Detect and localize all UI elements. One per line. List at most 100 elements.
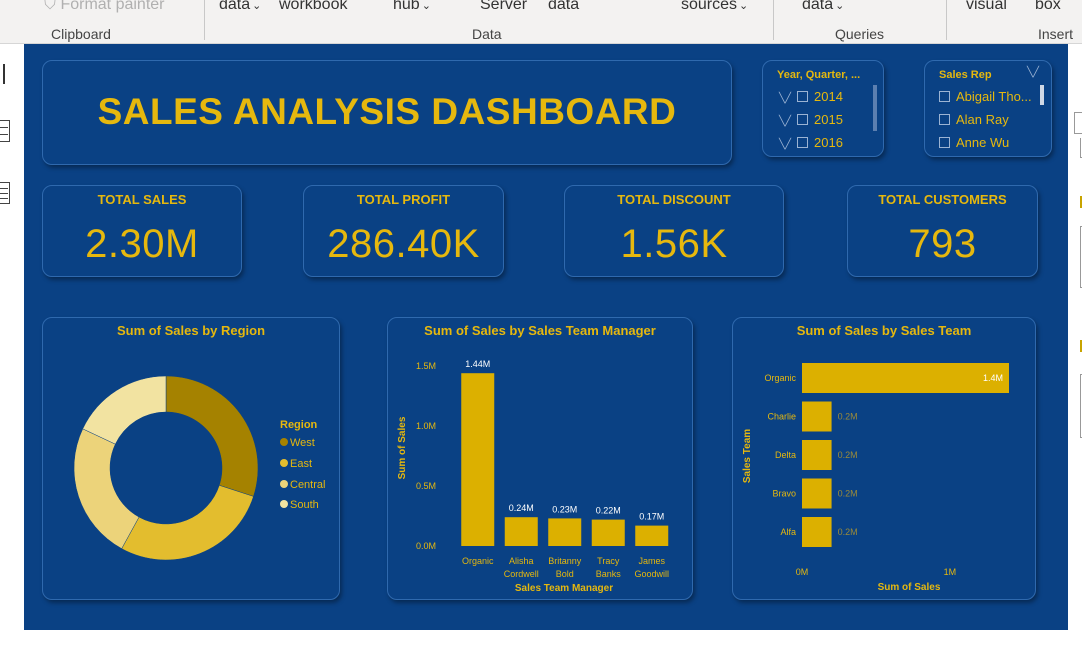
transform-data-button[interactable]: data ⌄	[802, 0, 845, 13]
recent-sources-button[interactable]: sources ⌄	[681, 0, 749, 13]
report-canvas: SALES ANALYSIS DASHBOARD Year, Quarter, …	[24, 44, 1068, 630]
x-tick-label: Banks	[596, 569, 622, 579]
year-slicer-header: Year, Quarter, ...	[777, 69, 861, 81]
enter-data-button[interactable]: data	[548, 0, 580, 13]
chart-title: Sum of Sales by Sales Team	[796, 323, 972, 338]
donut-slice-west	[165, 375, 259, 497]
year-slicer-item[interactable]: ╲╱ 2014	[779, 89, 843, 104]
y-tick-label: 0.0M	[416, 541, 436, 551]
data-hub-button[interactable]: hub ⌄	[393, 0, 431, 13]
checkbox[interactable]	[939, 91, 950, 102]
legend-dot	[280, 500, 288, 508]
excel-workbook-button[interactable]: workbook	[279, 0, 348, 13]
kpi-total-sales[interactable]: TOTAL SALES 2.30M	[42, 185, 242, 277]
x-tick-label: Cordwell	[504, 569, 539, 579]
pane-marker	[1080, 340, 1082, 352]
new-visual-button[interactable]: visual	[966, 0, 1007, 13]
chevron-down-icon[interactable]: ╲╱	[779, 139, 792, 150]
sql-server-button[interactable]: Server	[480, 0, 528, 13]
table-view-icon[interactable]	[0, 120, 10, 142]
chevron-down-icon: ⌄	[835, 0, 845, 12]
x-tick-label: Goodwill	[634, 569, 669, 579]
title-card[interactable]: SALES ANALYSIS DASHBOARD	[42, 60, 732, 165]
x-tick-label: Alisha	[509, 556, 534, 566]
data-label: 0.22M	[596, 506, 621, 516]
x-tick-label: Britanny	[548, 556, 582, 566]
donut-slice-central	[73, 428, 140, 549]
model-view-icon[interactable]	[0, 182, 10, 204]
x-tick-label: Bold	[556, 569, 574, 579]
manager-column-chart[interactable]: Sum of Sales by Sales Team Manager 0.0M 0…	[387, 317, 693, 600]
data-label: 0.24M	[509, 503, 534, 513]
kpi-label: TOTAL SALES	[97, 192, 187, 207]
bar-0	[802, 363, 1009, 393]
chart-title: Sum of Sales by Sales Team Manager	[424, 323, 656, 338]
kpi-label: TOTAL CUSTOMERS	[878, 192, 1007, 207]
text-box-button[interactable]: box	[1035, 0, 1061, 13]
chevron-down-icon[interactable]: ╲╱	[1027, 67, 1040, 78]
legend-item-west[interactable]: West	[280, 437, 315, 449]
sales-rep-slicer[interactable]: Sales Rep ╲╱ Abigail Tho... Alan Ray Ann…	[924, 60, 1052, 157]
queries-group-label: Queries	[835, 26, 885, 42]
data-label: 0.2M	[838, 527, 858, 537]
chart-title: Sum of Sales by Region	[116, 323, 266, 338]
donut-slice-south	[82, 375, 167, 445]
bar-3	[802, 478, 832, 509]
checkbox[interactable]	[939, 137, 950, 148]
legend-item-east[interactable]: East	[280, 458, 312, 470]
checkbox[interactable]	[797, 91, 808, 102]
bar-2	[802, 440, 832, 470]
sales-rep-slicer-item[interactable]: Anne Wu	[939, 135, 1009, 153]
sales-rep-slicer-item[interactable]: Abigail Tho...	[939, 89, 1032, 107]
get-data-button[interactable]: data ⌄	[219, 0, 262, 13]
format-painter-button[interactable]: ⛉ Format painter	[44, 0, 165, 14]
pane-collapse-button[interactable]	[1074, 112, 1082, 134]
slicer-scrollbar[interactable]	[873, 85, 877, 131]
data-label: 0.23M	[552, 504, 577, 514]
page-tabs-strip	[24, 630, 1068, 664]
kpi-value: 2.30M	[85, 222, 199, 266]
ribbon-separator	[204, 0, 205, 40]
year-slicer-item[interactable]: ╲╱ 2015	[779, 112, 843, 127]
sales-rep-slicer-item[interactable]: Alan Ray	[939, 112, 1009, 130]
pane-panel[interactable]	[1080, 226, 1082, 288]
year-slicer[interactable]: Year, Quarter, ... ╲╱ 2014 ╲╱ 2015 ╲╱ 2016	[762, 60, 884, 157]
insert-group-label: Insert	[1038, 26, 1074, 42]
data-label: 0.2M	[838, 489, 858, 499]
chevron-down-icon[interactable]: ╲╱	[779, 116, 792, 127]
y-tick-label: Charlie	[767, 412, 796, 422]
checkbox[interactable]	[797, 114, 808, 125]
legend-item-south[interactable]: South	[280, 499, 319, 511]
kpi-label: TOTAL PROFIT	[356, 192, 451, 207]
team-bar-chart[interactable]: Sum of Sales by Sales Team Organic 1.4M Ch…	[732, 317, 1036, 600]
chevron-down-icon[interactable]: ╲╱	[779, 93, 792, 104]
report-view-icon[interactable]	[0, 64, 5, 84]
data-label: 0.2M	[838, 412, 858, 422]
ribbon-separator	[946, 0, 947, 40]
kpi-label: TOTAL DISCOUNT	[617, 192, 731, 207]
checkbox[interactable]	[939, 114, 950, 125]
y-tick-label: Alfa	[780, 527, 796, 537]
y-tick-label: Organic	[764, 373, 796, 383]
bar-0	[461, 373, 495, 546]
donut-plot	[73, 375, 259, 561]
pane-panel[interactable]	[1080, 374, 1082, 438]
slicer-scrollbar[interactable]	[1040, 85, 1044, 105]
region-donut-chart[interactable]: Sum of Sales by Region Region West East …	[42, 317, 340, 600]
view-switcher-rail	[0, 44, 24, 664]
legend-item-central[interactable]: Central	[280, 479, 325, 491]
data-label: 1.44M	[465, 359, 490, 369]
chevron-down-icon: ⌄	[739, 0, 749, 12]
data-label: 0.17M	[639, 512, 664, 522]
kpi-total-customers[interactable]: TOTAL CUSTOMERS 793	[847, 185, 1038, 277]
ribbon-separator	[773, 0, 774, 40]
chevron-down-icon: ⌄	[421, 0, 431, 12]
right-pane-edge	[1068, 44, 1082, 664]
kpi-total-discount[interactable]: TOTAL DISCOUNT 1.56K	[564, 185, 784, 277]
sales-rep-slicer-header: Sales Rep	[939, 69, 992, 81]
bar-1	[504, 517, 538, 546]
year-slicer-item[interactable]: ╲╱ 2016	[779, 135, 843, 150]
checkbox[interactable]	[797, 137, 808, 148]
bar-4	[802, 517, 832, 547]
kpi-total-profit[interactable]: TOTAL PROFIT 286.40K	[303, 185, 504, 277]
